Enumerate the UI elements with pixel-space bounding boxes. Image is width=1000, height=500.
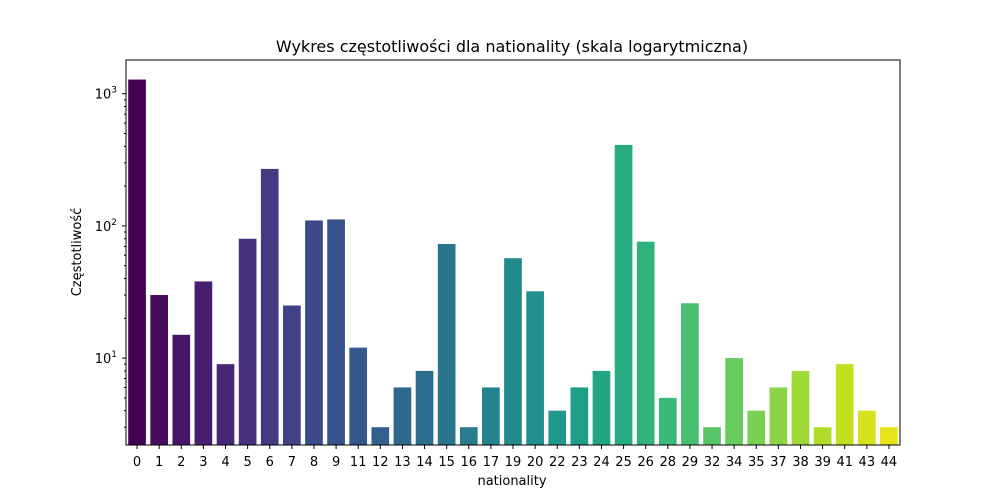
bar-41: [835, 364, 854, 445]
bar-0: [128, 79, 146, 445]
x-tick-label: 29: [682, 455, 699, 470]
bar-28: [658, 397, 677, 445]
x-tick-label: 3: [199, 455, 207, 470]
x-tick-label: 38: [792, 455, 809, 470]
y-axis-label: Częstotliwość: [70, 208, 85, 297]
y-tick-label: 102: [95, 218, 117, 235]
bar-39: [813, 427, 832, 445]
x-tick-label: 26: [637, 455, 654, 470]
bar-24: [592, 370, 611, 445]
x-tick-label: 17: [483, 455, 500, 470]
bar-25: [614, 144, 633, 446]
bar-26: [636, 241, 655, 445]
bars-group: [128, 79, 898, 446]
x-tick-label: 0: [133, 455, 141, 470]
x-tick-label: 32: [704, 455, 721, 470]
x-tick-label: 13: [394, 455, 411, 470]
bar-19: [504, 258, 522, 445]
chart-title: Wykres częstotliwości dla nationality (s…: [276, 37, 748, 56]
x-tick-label: 4: [221, 455, 229, 470]
x-tick-label: 39: [814, 455, 831, 470]
bar-17: [482, 387, 500, 445]
bar-4: [216, 364, 235, 445]
bar-11: [349, 347, 368, 445]
x-tick-label: 37: [770, 455, 787, 470]
bar-3: [194, 281, 213, 445]
x-tick-label: 25: [615, 455, 632, 470]
bar-37: [769, 387, 788, 445]
bar-5: [238, 238, 257, 445]
bar-2: [172, 334, 191, 445]
bar-16: [459, 427, 478, 445]
x-tick-label: 20: [527, 455, 544, 470]
plot-frame: [125, 59, 901, 446]
x-tick-label: 11: [350, 455, 367, 470]
x-tick-label: 15: [438, 455, 455, 470]
x-tick-label: 19: [505, 455, 522, 470]
y-tick-label: 103: [95, 86, 117, 103]
x-tick-label: 5: [243, 455, 251, 470]
x-tick-label: 34: [726, 455, 743, 470]
x-axis-label: nationality: [477, 474, 546, 489]
x-tick-label: 44: [881, 455, 898, 470]
x-tick-label: 24: [593, 455, 610, 470]
bar-8: [305, 220, 323, 445]
bar-22: [548, 410, 567, 445]
bar-43: [857, 410, 876, 445]
y-axis-ticks: 101 102 103: [95, 86, 126, 428]
bar-32: [703, 427, 721, 445]
x-tick-label: 1: [155, 455, 163, 470]
x-tick-label: 7: [288, 455, 296, 470]
x-tick-label: 8: [310, 455, 318, 470]
x-tick-label: 9: [332, 455, 340, 470]
bar-29: [681, 303, 699, 445]
x-axis-ticks: 0 1 2 3 4 5 6 7 8 9 11 12 13 14 15 16 17 19 20 22 23 24 25 26 28…: [133, 445, 897, 470]
bar-14: [415, 370, 434, 445]
bar-1: [150, 295, 169, 445]
x-tick-label: 22: [549, 455, 566, 470]
y-tick-label: 101: [95, 350, 117, 367]
x-tick-label: 41: [836, 455, 853, 470]
bar-12: [371, 427, 390, 445]
x-tick-label: 28: [660, 455, 677, 470]
bar-44: [880, 427, 898, 445]
bar-9: [327, 219, 345, 445]
x-tick-label: 6: [266, 455, 274, 470]
x-tick-label: 23: [571, 455, 588, 470]
x-tick-label: 12: [372, 455, 389, 470]
x-tick-label: 16: [460, 455, 477, 470]
bar-13: [393, 387, 412, 445]
bar-15: [437, 243, 456, 445]
bar-20: [526, 291, 544, 445]
x-tick-label: 14: [416, 455, 433, 470]
bar-38: [791, 370, 810, 445]
bar-34: [725, 358, 743, 445]
x-tick-label: 35: [748, 455, 765, 470]
x-tick-label: 43: [859, 455, 876, 470]
bar-6: [260, 168, 279, 445]
bar-35: [747, 410, 766, 445]
x-tick-label: 2: [177, 455, 185, 470]
bar-23: [570, 387, 589, 445]
bar-7: [283, 305, 301, 445]
